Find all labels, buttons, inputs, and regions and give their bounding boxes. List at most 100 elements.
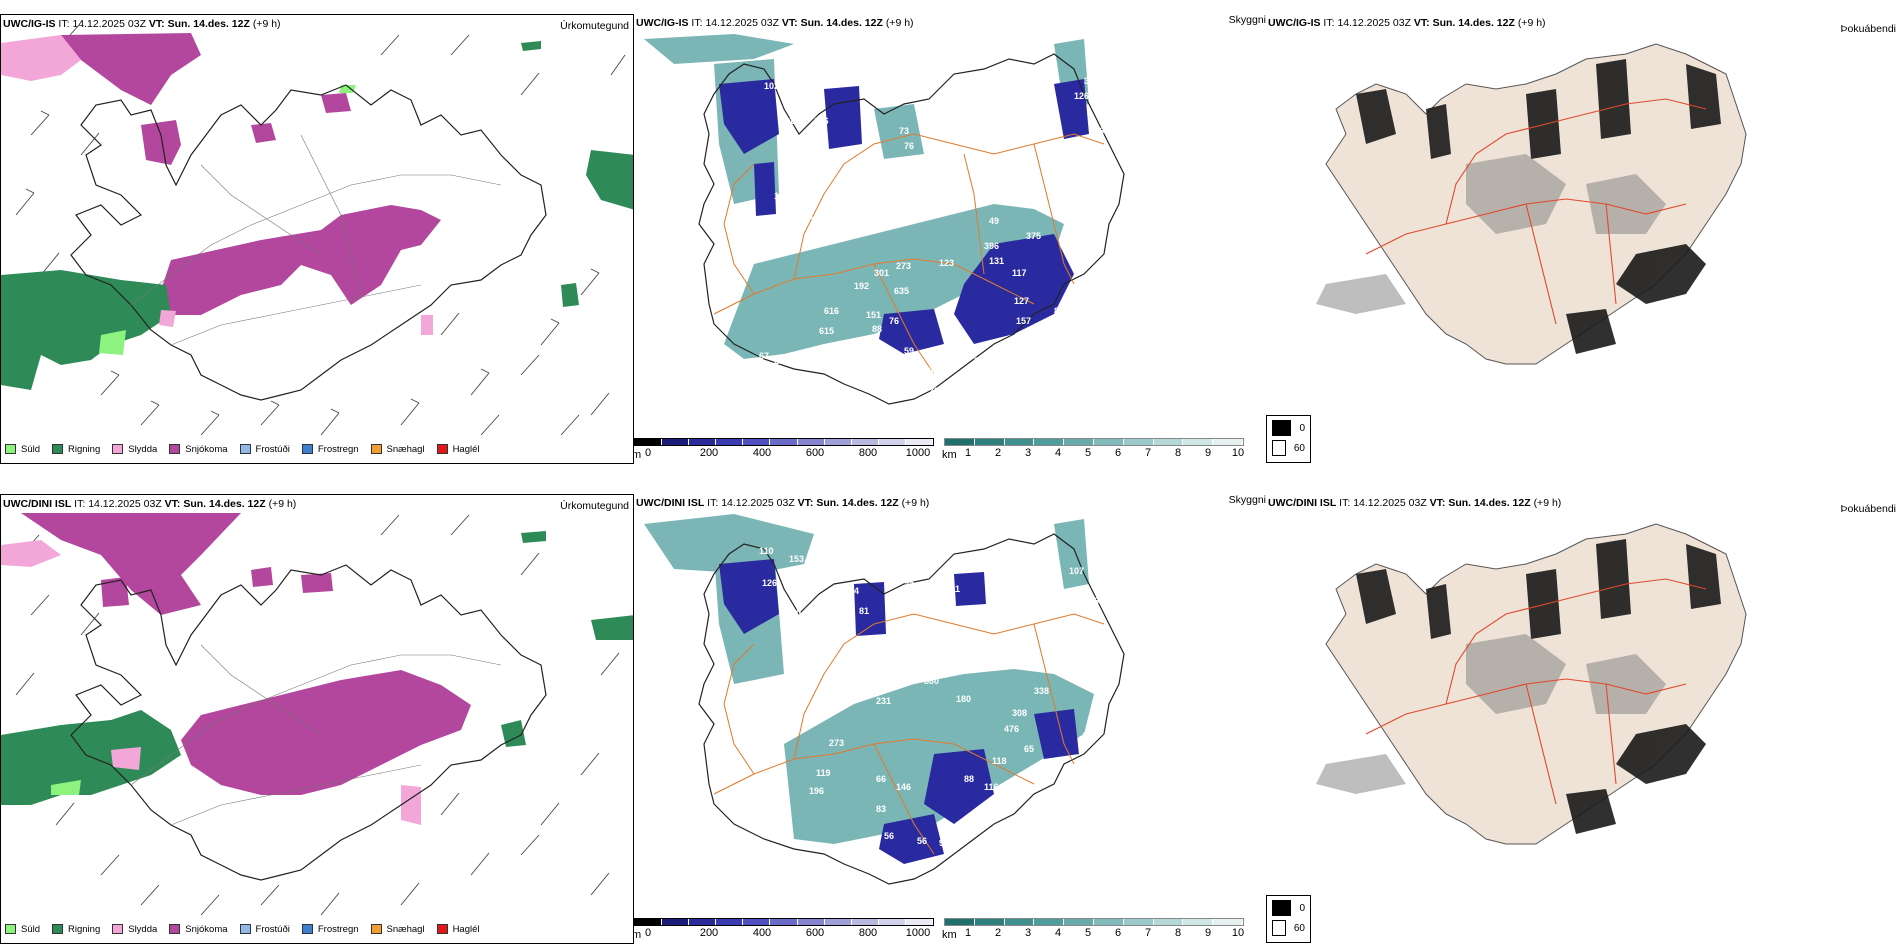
tick-label: 400 [752,447,772,459]
header-bottom-precip: UWC/DINI ISL IT: 14.12.2025 03Z VT: Sun.… [3,498,296,510]
roads [713,133,1105,375]
fog-title: Þokuábendi [1840,23,1896,35]
legend-label: Snæhagl [386,443,425,455]
vis-label: 196 [809,786,824,796]
vis-label: 129 [802,656,817,666]
vis-label: 93 [939,838,949,848]
low-cloud-areas [719,79,1089,354]
it-value: 14.12.2025 03Z [721,497,795,509]
cloud-base-ticks: 0 200 400 600 800 1000 [634,926,934,940]
legend-item-snaehagl: Snæhagl [370,443,425,455]
snow-areas [21,513,471,795]
vt-value: Sun. 14.des. 12Z [816,497,899,509]
drizzle-areas [99,85,356,355]
vt-label: VT: [1429,497,1446,509]
vis-label: 65 [1024,744,1034,754]
lead-time: (+9 h) [885,17,914,29]
vis-label: 151 [866,310,881,320]
vis-label: 90 [964,341,974,351]
scale-unit: m [634,929,642,941]
vis-label: 338 [1034,686,1049,696]
legend-item-rigning: Rigning [52,924,100,935]
vis-label: 86 [1089,596,1099,606]
vis-label: 127 [1014,296,1029,306]
cloud-title: Skyggni [1228,14,1266,26]
it-label: IT: [691,17,703,29]
tick-label: 10 [1231,447,1245,459]
legend-label: Frostregn [317,923,359,935]
vt-value: Sun. 14.des. 12Z [167,18,250,30]
vis-label: 81 [859,606,869,616]
legend-item-frostregn: Frostregn [301,923,359,935]
cloud-title: Skyggni [1228,494,1266,506]
vis-label: 83 [876,804,886,814]
vis-label: 49 [989,216,999,226]
vis-label: 88 [964,774,974,784]
vis-label: 120 [784,156,799,166]
vis-label: 126 [1074,91,1089,101]
vis-label: 117 [1012,268,1027,278]
tick-label: 8 [1174,927,1182,939]
map-rivers-roads [130,134,502,346]
vt-value: Sun. 14.des. 12Z [183,498,266,510]
vis-label: 69 [904,391,914,401]
legend-label: Frostregn [317,443,359,455]
it-value: 14.12.2025 03Z [705,17,779,29]
tick-label: 2 [994,447,1002,459]
lead-time: (+9 h) [1517,17,1546,29]
model-name: UWC/IG-IS [1268,17,1321,29]
vis-label: 73 [929,386,939,396]
tick-label: 5 [1084,927,1092,939]
vis-label: 65 [954,381,964,391]
vis-label: 278 [774,356,789,366]
tick-label: 6 [1114,927,1122,939]
vt-value: Sun. 14.des. 12Z [800,17,883,29]
it-label: IT: [58,18,70,30]
legend-item-hagl: Haglél [436,924,480,935]
vis-label: 273 [829,738,844,748]
visibility-map-bottom: 110 153 188 171 126 120 85 129 54 81 104… [644,514,1144,885]
tick-label: 7 [1144,447,1152,459]
visibility-colorbar [944,918,1244,926]
vis-label: 103 [934,106,949,116]
tick-label: 800 [858,927,878,939]
vis-label: 188 [794,576,809,586]
tick-label: 8 [1174,447,1182,459]
fog-legend-label: 60 [1293,442,1305,454]
vis-label: 76 [889,316,899,326]
vis-label: 308 [1012,708,1027,718]
cloud-base-colorbar [634,438,934,446]
vis-label: 34 [1036,766,1046,776]
roads [1365,578,1707,805]
vis-label: 81 [784,176,794,186]
legend-item-frostudi: Frostúði [239,444,290,455]
tick-label: 1 [964,927,972,939]
visibility-colorbar [944,438,1244,446]
vis-label: 301 [874,268,889,278]
vis-label: 118 [774,191,789,201]
vis-label: 635 [894,286,909,296]
visibility-labels: 110 153 188 171 126 120 85 129 54 81 104… [759,546,1144,848]
vis-label: 80 [974,356,984,366]
vis-label: 83 [976,564,986,574]
vis-label: 106 [1089,126,1104,136]
vis-label: 76 [904,141,914,151]
precip-map-bottom [1,513,633,916]
fog-legend-item: 60 [1272,440,1305,456]
vis-label: 66 [876,774,886,784]
vt-label: VT: [1413,17,1430,29]
vt-label: VT: [797,497,814,509]
vis-label: 67 [759,351,769,361]
precip-title: Úrkomutegund [560,500,629,512]
drizzle-areas [51,780,81,795]
tick-label: 2 [994,927,1002,939]
header-top-visibility: UWC/IG-IS IT: 14.12.2025 03Z VT: Sun. 14… [636,17,914,29]
vis-label: 231 [876,696,891,706]
fog-map-bottom [1316,523,1747,845]
legend-item-slydda: Slydda [112,924,157,935]
fog-legend-bottom: 0 60 [1266,895,1311,943]
visibility-ticks: 1 2 3 4 5 6 7 8 9 10 [944,926,1244,940]
header-bottom-fog: UWC/DINI ISL IT: 14.12.2025 03Z VT: Sun.… [1268,497,1561,509]
fog-legend-label: 0 [1299,902,1305,914]
sleet-areas [1,35,433,335]
